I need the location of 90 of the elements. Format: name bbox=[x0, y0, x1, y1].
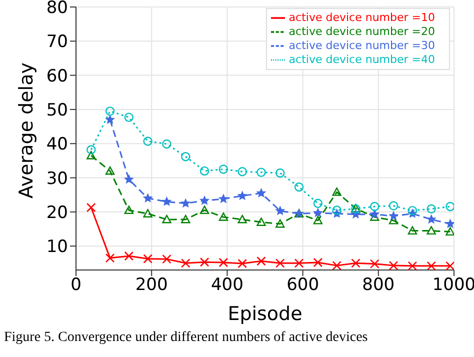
legend-label: active device number =10 bbox=[288, 11, 435, 24]
point bbox=[389, 212, 398, 220]
point bbox=[294, 258, 304, 268]
point bbox=[238, 167, 247, 176]
y-tick-label: 10 bbox=[46, 237, 68, 258]
point bbox=[275, 258, 285, 268]
point bbox=[332, 188, 342, 196]
point bbox=[426, 226, 436, 235]
point bbox=[313, 258, 323, 268]
y-tick-label: 70 bbox=[46, 32, 68, 52]
point bbox=[427, 214, 436, 224]
y-tick-label: 80 bbox=[46, 0, 68, 18]
point bbox=[388, 260, 398, 270]
point bbox=[219, 194, 228, 203]
point bbox=[313, 216, 323, 224]
point bbox=[256, 168, 266, 177]
point bbox=[370, 210, 379, 218]
point bbox=[426, 204, 436, 214]
point bbox=[200, 166, 210, 176]
point bbox=[276, 206, 284, 215]
point bbox=[143, 209, 152, 218]
point bbox=[124, 174, 134, 184]
point bbox=[332, 260, 342, 270]
x-tick-label: 600 bbox=[286, 275, 320, 296]
point bbox=[314, 208, 322, 217]
point bbox=[181, 214, 190, 224]
point bbox=[238, 258, 247, 268]
point bbox=[200, 257, 210, 267]
point bbox=[162, 139, 172, 149]
point bbox=[370, 259, 380, 268]
point bbox=[238, 191, 247, 200]
point bbox=[446, 227, 454, 236]
point bbox=[124, 112, 134, 122]
point bbox=[162, 214, 172, 224]
x-tick-label: 800 bbox=[362, 275, 395, 296]
point bbox=[388, 201, 398, 210]
point bbox=[408, 206, 418, 216]
point bbox=[256, 256, 266, 266]
point bbox=[218, 164, 228, 174]
point bbox=[294, 182, 304, 192]
point bbox=[200, 206, 210, 214]
point bbox=[446, 219, 454, 228]
point bbox=[162, 197, 172, 206]
point bbox=[218, 258, 228, 268]
point bbox=[105, 106, 115, 116]
point bbox=[144, 194, 152, 202]
point bbox=[446, 261, 454, 270]
legend-label: active device number =40 bbox=[288, 53, 435, 66]
y-tick-label: 40 bbox=[46, 134, 68, 155]
point bbox=[105, 253, 115, 263]
point bbox=[370, 202, 380, 212]
point bbox=[200, 196, 209, 204]
point bbox=[218, 212, 228, 221]
point bbox=[106, 115, 114, 124]
y-tick-label: 50 bbox=[46, 100, 68, 121]
legend-label: active device number =20 bbox=[288, 25, 435, 38]
point bbox=[351, 258, 360, 268]
point bbox=[181, 152, 190, 162]
point bbox=[86, 150, 96, 160]
point bbox=[86, 202, 96, 212]
point bbox=[313, 198, 323, 208]
y-tick-label: 30 bbox=[46, 168, 68, 189]
caption: Figure 5. Convergence under different numbers of active devices bbox=[4, 330, 369, 346]
point bbox=[143, 254, 152, 264]
point bbox=[124, 251, 134, 261]
x-tick-label: 0 bbox=[70, 275, 82, 296]
y-tick-label: 60 bbox=[46, 66, 68, 86]
y-tick-label: 20 bbox=[46, 202, 68, 223]
legend-label: active device number =30 bbox=[288, 39, 435, 52]
point bbox=[162, 254, 172, 264]
point bbox=[143, 136, 152, 146]
point bbox=[124, 206, 134, 214]
point bbox=[181, 198, 190, 208]
point bbox=[86, 145, 96, 154]
point bbox=[256, 188, 266, 197]
point bbox=[408, 261, 418, 270]
point bbox=[180, 258, 190, 268]
point bbox=[332, 206, 342, 215]
point bbox=[276, 168, 285, 178]
x-tick-label: 200 bbox=[135, 275, 168, 296]
point bbox=[426, 261, 436, 270]
point bbox=[408, 226, 418, 235]
point bbox=[256, 218, 266, 226]
point bbox=[276, 219, 285, 228]
x-tick-label: 400 bbox=[210, 275, 244, 296]
point bbox=[446, 202, 454, 212]
y-axis-title: Average delay bbox=[16, 62, 38, 198]
point bbox=[105, 166, 115, 175]
point bbox=[238, 214, 247, 224]
x-axis-title: Episode bbox=[228, 303, 302, 325]
